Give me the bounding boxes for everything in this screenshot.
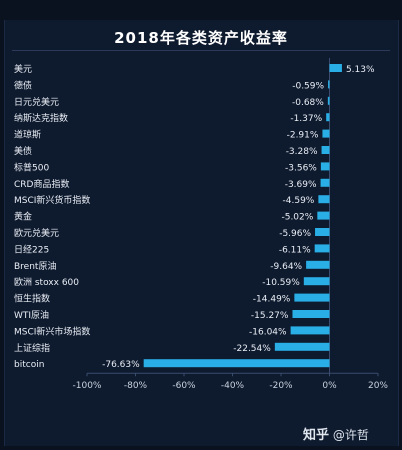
x-tick-label: -80% — [124, 381, 148, 391]
category-label: 美债 — [14, 145, 32, 157]
value-label: -76.63% — [102, 360, 140, 370]
value-label: -14.49% — [253, 295, 291, 305]
bar — [320, 162, 330, 171]
x-tick-label: -20% — [269, 381, 293, 391]
value-label: -3.56% — [285, 163, 317, 173]
category-label: 纳斯达克指数 — [14, 112, 68, 124]
value-label: -5.02% — [281, 213, 313, 223]
chart-title: 2018年各类资产收益率 — [114, 29, 288, 47]
category-label: 黄金 — [14, 211, 32, 223]
bar — [306, 260, 330, 269]
category-label: 标普500 — [14, 161, 49, 173]
category-label: bitcoin — [14, 360, 44, 370]
category-label: 道琼斯 — [14, 129, 41, 141]
value-label: -10.59% — [262, 278, 300, 288]
bar — [143, 359, 330, 368]
bar — [314, 244, 330, 253]
bar — [327, 96, 330, 105]
x-tick-label: -60% — [172, 381, 196, 391]
value-label: -5.96% — [279, 229, 311, 239]
value-label: -15.27% — [251, 311, 289, 321]
bar — [290, 326, 330, 335]
bar — [321, 146, 330, 154]
bar — [292, 310, 330, 318]
watermark-author: 许哲 — [344, 428, 369, 442]
category-label: Brent原油 — [14, 260, 56, 272]
category-label: 上证综指 — [14, 342, 50, 354]
category-label: 日经225 — [14, 243, 49, 255]
value-label: 5.13% — [346, 65, 375, 75]
bar — [329, 64, 342, 72]
bar — [303, 277, 330, 286]
x-tick-label: -100% — [73, 381, 102, 391]
value-label: -0.59% — [292, 81, 324, 91]
bar — [317, 211, 330, 220]
watermark: 知乎 @许哲 — [303, 424, 369, 443]
category-label: MSCI新兴市场指数 — [14, 325, 90, 337]
watermark-site: 知乎 — [303, 428, 330, 443]
category-label: 欧洲 stoxx 600 — [14, 276, 79, 288]
value-label: -0.68% — [292, 98, 324, 108]
value-label: -6.11% — [279, 245, 311, 255]
chart-panel — [4, 20, 399, 446]
category-label: 美元 — [14, 63, 32, 75]
category-label: 欧元兑美元 — [14, 227, 59, 239]
bar — [320, 178, 330, 187]
bar — [328, 80, 330, 89]
category-label: 日元兑美元 — [14, 96, 59, 108]
bar — [326, 113, 330, 122]
value-label: -3.69% — [285, 180, 317, 190]
category-label: CRD商品指数 — [14, 178, 69, 190]
x-tick-label: -40% — [221, 381, 245, 391]
value-label: -4.59% — [283, 196, 315, 206]
title-divider — [12, 50, 390, 51]
value-label: -16.04% — [249, 327, 287, 337]
watermark-at: @ — [332, 428, 345, 442]
category-label: 德债 — [14, 79, 32, 91]
x-tick-label: 0% — [322, 381, 337, 391]
category-label: MSCI新兴货币指数 — [14, 194, 90, 206]
bar — [274, 342, 330, 351]
value-label: -1.37% — [290, 114, 322, 124]
bar — [315, 228, 330, 236]
category-label: 恒生指数 — [14, 293, 50, 305]
value-label: -9.64% — [270, 262, 302, 272]
bar — [322, 129, 330, 138]
value-label: -3.28% — [286, 147, 318, 157]
value-label: -2.91% — [287, 131, 319, 141]
x-tick-label: 20% — [368, 381, 388, 391]
value-label: -22.54% — [233, 344, 271, 354]
category-label: WTI原油 — [14, 309, 49, 321]
bar — [318, 195, 330, 204]
bar — [294, 293, 330, 302]
